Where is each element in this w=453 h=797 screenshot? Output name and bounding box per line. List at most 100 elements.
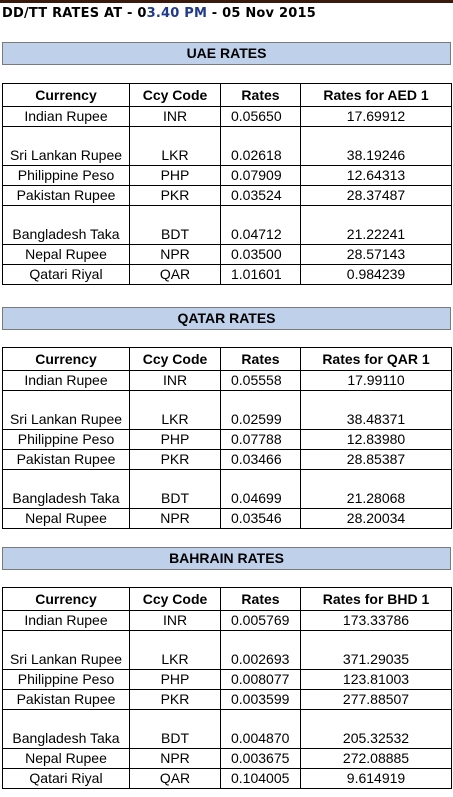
uae-rates-body: Indian Rupee INR 0.05650 17.69912 Sri Lankan… (2, 106, 452, 285)
column-header-rates-for: Rates for QAR 1 (300, 347, 452, 371)
ccy-code-cell: PHP (129, 669, 221, 690)
uae-rates-table: Currency Ccy Code Rates Rates for AED 1 … (2, 83, 452, 285)
rate-cell: 0.03466 (220, 449, 301, 470)
ccy-code-cell: INR (129, 610, 221, 631)
table-row: Nepal Rupee NPR 0.03546 28.20034 (2, 508, 452, 529)
header-prefix: DD/TT RATES AT - 0 (2, 6, 147, 21)
ccy-code-cell: BDT (129, 709, 221, 749)
top-border (0, 0, 453, 3)
rate-for-cell: 28.37487 (300, 185, 452, 206)
ccy-code-cell: PHP (129, 165, 221, 186)
header-time: 3.40 PM (146, 6, 208, 21)
table-row: Philippine Peso PHP 0.008077 123.81003 (2, 669, 452, 690)
ccy-code-cell: INR (129, 106, 221, 127)
qatar-rates-banner: QATAR RATES (2, 307, 451, 330)
rate-cell: 0.03500 (220, 244, 301, 265)
currency-cell: Pakistan Rupee (2, 185, 130, 206)
rate-for-cell: 28.85387 (300, 449, 452, 470)
rate-cell: 0.104005 (220, 768, 301, 789)
ccy-code-cell: LKR (129, 390, 221, 430)
rate-for-cell: 21.22241 (300, 205, 452, 245)
ccy-code-cell: BDT (129, 469, 221, 509)
table-row: Nepal Rupee NPR 0.03500 28.57143 (2, 244, 452, 265)
rate-for-cell: 205.32532 (300, 709, 452, 749)
currency-cell: Sri Lankan Rupee (2, 126, 130, 166)
ccy-code-cell: PHP (129, 429, 221, 450)
currency-cell: Pakistan Rupee (2, 689, 130, 710)
rate-for-cell: 123.81003 (300, 669, 452, 690)
rate-for-cell: 17.99110 (300, 370, 452, 391)
rate-cell: 0.03546 (220, 508, 301, 529)
ccy-code-cell: PKR (129, 185, 221, 206)
currency-cell: Philippine Peso (2, 669, 130, 690)
ccy-code-cell: QAR (129, 264, 221, 285)
rate-for-cell: 173.33786 (300, 610, 452, 631)
currency-cell: Bangladesh Taka (2, 709, 130, 749)
currency-cell: Philippine Peso (2, 429, 130, 450)
rate-cell: 0.04712 (220, 205, 301, 245)
currency-cell: Indian Rupee (2, 106, 130, 127)
qatar-rates-table: Currency Ccy Code Rates Rates for QAR 1 … (2, 347, 452, 529)
rate-for-cell: 12.83980 (300, 429, 452, 450)
rate-for-cell: 9.614919 (300, 768, 452, 789)
table-row: Indian Rupee INR 0.005769 173.33786 (2, 610, 452, 631)
rate-cell: 0.02618 (220, 126, 301, 166)
column-header-ccy-code: Ccy Code (129, 347, 221, 371)
ccy-code-cell: NPR (129, 244, 221, 265)
currency-cell: Sri Lankan Rupee (2, 390, 130, 430)
table-row: Bangladesh Taka BDT 0.04699 21.28068 (2, 469, 452, 509)
currency-cell: Indian Rupee (2, 370, 130, 391)
column-header-rates-for: Rates for AED 1 (300, 83, 452, 107)
rate-cell: 1.01601 (220, 264, 301, 285)
rate-cell: 0.05650 (220, 106, 301, 127)
ccy-code-cell: QAR (129, 768, 221, 789)
column-header-ccy-code: Ccy Code (129, 83, 221, 107)
rate-cell: 0.07909 (220, 165, 301, 186)
rate-for-cell: 28.20034 (300, 508, 452, 529)
qatar-rates-body: Indian Rupee INR 0.05558 17.99110 Sri Lankan… (2, 370, 452, 529)
ccy-code-cell: NPR (129, 508, 221, 529)
currency-cell: Philippine Peso (2, 165, 130, 186)
table-row: Philippine Peso PHP 0.07909 12.64313 (2, 165, 452, 186)
ccy-code-cell: LKR (129, 630, 221, 670)
column-header-rates: Rates (220, 83, 301, 107)
rate-cell: 0.07788 (220, 429, 301, 450)
column-header-rates: Rates (220, 587, 301, 611)
bahrain-rates-table: Currency Ccy Code Rates Rates for BHD 1 … (2, 587, 452, 789)
currency-cell: Bangladesh Taka (2, 205, 130, 245)
bahrain-rates-banner: BAHRAIN RATES (2, 547, 451, 570)
currency-cell: Indian Rupee (2, 610, 130, 631)
header-suffix: - 05 Nov 2015 (207, 6, 316, 21)
rate-cell: 0.005769 (220, 610, 301, 631)
ccy-code-cell: INR (129, 370, 221, 391)
column-header-currency: Currency (2, 347, 130, 371)
table-row: Bangladesh Taka BDT 0.004870 205.32532 (2, 709, 452, 749)
table-row: Sri Lankan Rupee LKR 0.02618 38.19246 (2, 126, 452, 166)
uae-rates-banner: UAE RATES (2, 42, 451, 65)
ccy-code-cell: PKR (129, 449, 221, 470)
currency-cell: Nepal Rupee (2, 244, 130, 265)
table-row: Nepal Rupee NPR 0.003675 272.08885 (2, 748, 452, 769)
rate-for-cell: 28.57143 (300, 244, 452, 265)
ccy-code-cell: PKR (129, 689, 221, 710)
rate-for-cell: 17.69912 (300, 106, 452, 127)
rate-for-cell: 272.08885 (300, 748, 452, 769)
rate-for-cell: 21.28068 (300, 469, 452, 509)
currency-cell: Nepal Rupee (2, 748, 130, 769)
rate-cell: 0.003675 (220, 748, 301, 769)
rate-for-cell: 371.29035 (300, 630, 452, 670)
table-row: Indian Rupee INR 0.05558 17.99110 (2, 370, 452, 391)
currency-cell: Qatari Riyal (2, 768, 130, 789)
ccy-code-cell: LKR (129, 126, 221, 166)
rate-for-cell: 12.64313 (300, 165, 452, 186)
currency-cell: Bangladesh Taka (2, 469, 130, 509)
rate-for-cell: 277.88507 (300, 689, 452, 710)
rate-for-cell: 38.48371 (300, 390, 452, 430)
table-row: Bangladesh Taka BDT 0.04712 21.22241 (2, 205, 452, 245)
column-header-currency: Currency (2, 587, 130, 611)
table-row: Pakistan Rupee PKR 0.03466 28.85387 (2, 449, 452, 470)
ccy-code-cell: NPR (129, 748, 221, 769)
column-header-rates-for: Rates for BHD 1 (300, 587, 452, 611)
rate-cell: 0.02599 (220, 390, 301, 430)
table-row: Qatari Riyal QAR 0.104005 9.614919 (2, 768, 452, 789)
